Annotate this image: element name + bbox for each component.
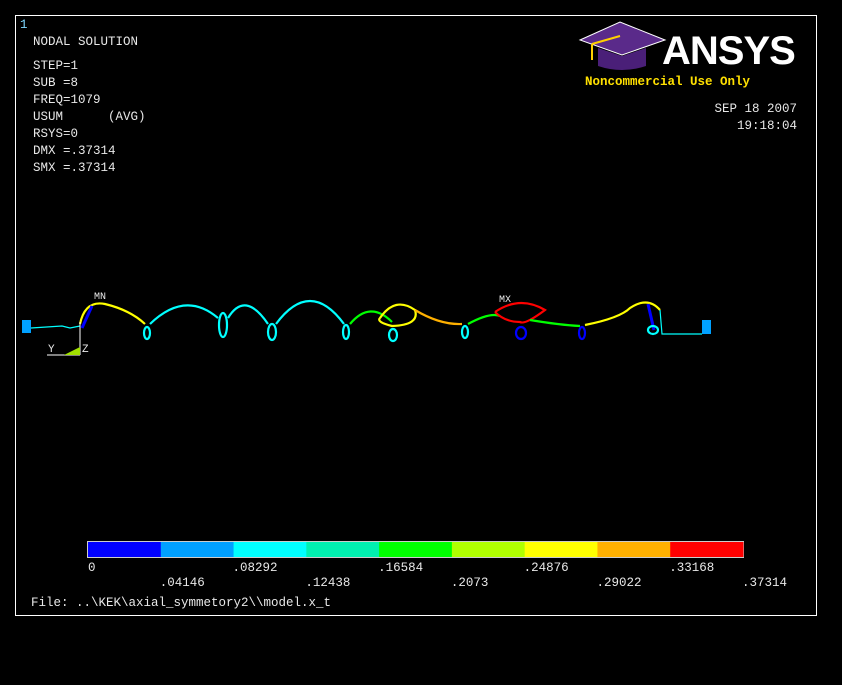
loop	[514, 325, 528, 341]
logo: ANSYS Noncommercial Use Only	[578, 21, 796, 89]
loop	[577, 325, 587, 341]
max-label: MX	[499, 295, 511, 306]
legend-swatch	[306, 542, 380, 557]
header-line: NODAL SOLUTION	[33, 35, 138, 49]
file-path: File: ..\KEK\axial_symmetory2\\model.x_t	[31, 596, 331, 610]
legend-label: .16584	[378, 561, 423, 575]
legend-swatch	[670, 542, 744, 557]
logo-tassel	[591, 35, 621, 45]
legend-swatch	[451, 542, 526, 557]
loop	[142, 325, 152, 341]
end-block	[22, 320, 31, 333]
axis-triad: Y Z	[47, 322, 89, 356]
header-line: SMX =.37314	[33, 161, 116, 175]
loop	[266, 322, 278, 342]
header-line: SUB =8	[33, 76, 78, 90]
segment	[414, 309, 463, 326]
axis-label: Z	[82, 344, 89, 356]
legend-label: .2073	[451, 576, 489, 590]
segment	[80, 305, 94, 329]
segment	[30, 325, 81, 329]
loop	[378, 303, 417, 328]
triad-marker	[64, 347, 80, 355]
logo-brand: ANSYS	[662, 29, 795, 73]
loop	[494, 301, 547, 324]
legend-label: 0	[88, 561, 96, 575]
segment	[149, 304, 219, 325]
segment	[659, 309, 702, 335]
segment	[584, 301, 661, 327]
legend-swatch	[597, 542, 671, 557]
legend-label: .04146	[160, 576, 205, 590]
segment	[349, 310, 393, 325]
loop	[217, 311, 229, 339]
segment	[78, 302, 146, 325]
window-number: 1	[20, 18, 28, 32]
legend-label: .29022	[596, 576, 641, 590]
segment	[227, 304, 269, 325]
loop	[646, 324, 660, 336]
loop	[341, 323, 351, 341]
header-line: RSYS=0	[33, 127, 78, 141]
header-line: FREQ=1079	[33, 93, 101, 107]
date: SEP 18 2007	[714, 102, 797, 116]
legend-swatch	[233, 542, 307, 557]
min-label: MN	[94, 292, 106, 303]
deformed-structure	[22, 299, 711, 343]
legend-label: .37314	[742, 576, 787, 590]
legend-swatch	[379, 542, 453, 557]
frame	[15, 15, 817, 616]
segment	[529, 318, 581, 328]
loop	[387, 327, 399, 343]
legend-label: .12438	[305, 576, 350, 590]
segment	[275, 299, 345, 325]
logo-hat-base	[598, 48, 646, 70]
end-block	[702, 320, 711, 334]
header-line: DMX =.37314	[33, 144, 116, 158]
legend-swatch	[88, 542, 162, 557]
legend-label: .33168	[669, 561, 714, 575]
legend-swatch	[160, 542, 235, 557]
loop	[460, 324, 470, 340]
header: NODAL SOLUTION STEP=1 SUB =8 FREQ=1079 USUM …	[33, 35, 146, 175]
logo-hat	[578, 21, 667, 56]
axis-label: Y	[48, 344, 55, 356]
license-note: Noncommercial Use Only	[585, 75, 751, 89]
legend-label: .08292	[233, 561, 278, 575]
legend-swatch	[524, 542, 598, 557]
time: 19:18:04	[737, 119, 797, 133]
legend: 0 .04146 .08292 .12438 .16584 .2073 .24876 .290…	[88, 542, 787, 590]
header-line: USUM (AVG)	[33, 110, 146, 124]
header-line: STEP=1	[33, 59, 78, 73]
legend-label: .24876	[524, 561, 569, 575]
